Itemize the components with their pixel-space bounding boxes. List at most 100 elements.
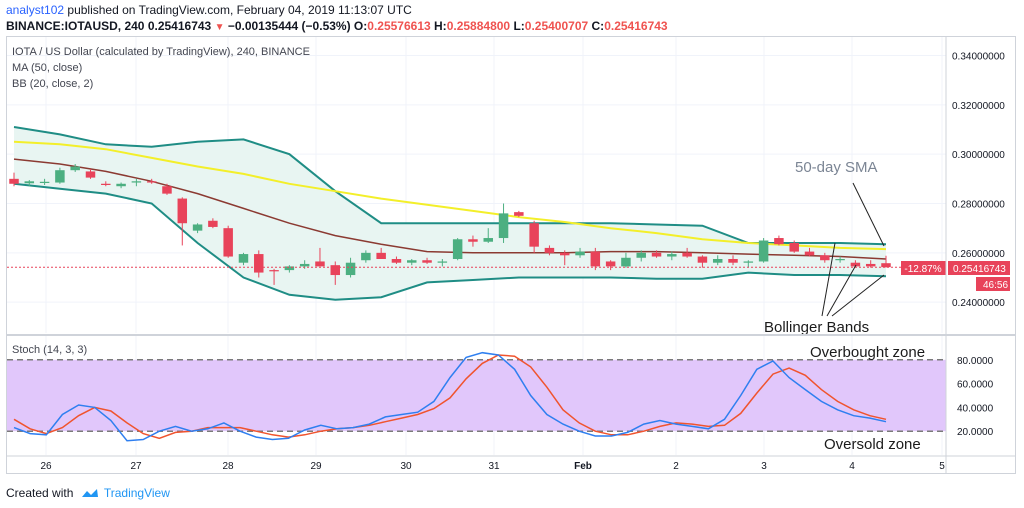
chart-title[interactable]: IOTA / US Dollar (calculated by TradingV… [12,46,310,58]
bollinger-lower-line [13,182,887,301]
candle-body [820,255,830,261]
footer: Created with TradingView [6,486,170,500]
price-tick-label: 0.28000000 [952,200,1005,211]
candle-body [544,247,555,253]
low-label: L: [513,19,525,33]
pct-change-tag [901,261,946,275]
candle-body [116,183,126,187]
candle-body [621,257,631,267]
time-tick-label: 2 [673,461,679,472]
candle-body [422,260,432,263]
candle-timer-text: 46:56 [983,280,1008,291]
time-tick-label: 28 [222,461,234,472]
candle-body [223,228,233,257]
candle-body [330,265,341,276]
bollinger-basis-line [13,158,887,260]
candle-body [39,181,50,183]
stoch-tick-label: 40.0000 [957,403,994,414]
ma-legend[interactable]: MA (50, close) [12,62,83,74]
candle-body [712,259,723,263]
stoch-d-line [13,354,887,440]
candle-body [468,239,478,242]
candle-body [376,252,386,259]
candle-body [85,171,96,178]
candle-body [146,181,157,183]
candle-body [865,263,876,267]
candle-body [361,252,371,261]
price-tick-label: 0.32000000 [952,101,1005,112]
candle-body [559,252,570,256]
low-value: 0.25400707 [524,19,589,33]
time-tick-label: 3 [761,461,767,472]
candle-body [391,259,402,263]
price-tick-label: 0.34000000 [952,52,1005,63]
candle-body [101,183,111,185]
candle-body [407,260,417,263]
stoch-legend[interactable]: Stoch (14, 3, 3) [12,344,88,356]
candle-body [850,262,861,267]
sma-arrow [852,182,885,247]
candle-body [529,223,539,247]
published-text: published on TradingView.com, February 0… [67,3,412,17]
bollinger-arrow-mid [826,264,857,317]
candle-body [192,224,203,231]
author-link[interactable]: analyst102 [6,3,65,17]
candle-body [804,251,815,256]
time-tick-label: 5 [939,461,945,472]
price-tick-label: 0.30000000 [952,150,1005,161]
time-tick-label: 31 [488,461,500,472]
candle-body [774,238,784,245]
candle-body [24,181,35,184]
last-price-tag [948,261,1010,275]
candle-body [728,259,738,263]
stoch-k-line [13,351,887,442]
last-price-tag-text: 0.25416743 [953,264,1006,275]
candle-body [651,252,662,257]
candle-body [667,254,677,257]
candle-body [605,261,616,267]
candle-timer-tag [976,277,1010,291]
time-tick-label: 26 [40,461,52,472]
candle-body [590,251,601,267]
candle-body [177,198,188,224]
price-change: −0.00135444 (−0.53%) [227,19,351,33]
high-value: 0.25884800 [446,19,511,33]
candle-body [636,252,646,258]
ma50-line [13,140,887,251]
time-tick-label: Feb [574,461,592,472]
oversold-annotation: Oversold zone [824,436,921,453]
tradingview-brand-link[interactable]: TradingView [103,486,170,500]
candle-body [162,186,172,194]
bollinger-arrow-lower [831,274,885,317]
time-tick-label: 29 [310,461,322,472]
last-price: 0.25416743 [147,19,212,33]
close-label: C: [591,19,605,33]
ohlc-bar: BINANCE:IOTAUSD, 240 0.25416743 ▼ −0.001… [6,19,668,33]
candle-body [682,252,692,257]
candle-body [697,256,708,263]
candle-body [9,178,19,184]
sma-annotation: 50-day SMA [795,159,878,176]
time-tick-label: 4 [849,461,855,472]
time-axis: 26 27 28 29 30 31 Feb 2 3 4 5 [40,461,945,472]
publish-info: analyst102 published on TradingView.com,… [6,3,412,17]
price-axis: 0.24000000 0.26000000 0.28000000 0.30000000… [952,52,1005,310]
chart-frame [6,36,1016,474]
candle-body [483,238,493,242]
tradingview-logo-icon [81,489,98,498]
created-with-label: Created with [6,486,74,500]
overbought-annotation: Overbought zone [810,344,925,361]
candle-body [70,166,80,171]
candle-body [315,261,325,267]
pct-change-text: -12.87% [904,264,941,275]
high-label: H: [434,19,447,33]
bollinger-annotation: Bollinger Bands [764,319,869,336]
candle-body [575,251,585,256]
candle-body [208,220,218,227]
candle-body [269,270,279,272]
candle-body [254,254,264,273]
time-tick-label: 30 [400,461,412,472]
bollinger-arrow-upper [821,242,836,317]
bb-legend[interactable]: BB (20, close, 2) [12,78,94,90]
